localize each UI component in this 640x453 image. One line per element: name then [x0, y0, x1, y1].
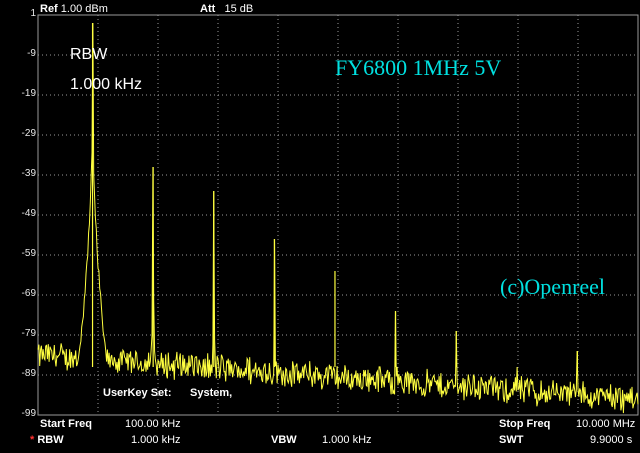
stop-freq-value: 10.000 MHz [576, 418, 636, 430]
userkey-set-value: System, [190, 387, 233, 399]
y-tick-label: -89 [21, 368, 36, 379]
y-tick-label: -59 [21, 248, 36, 259]
start-freq-value: 100.00 kHz [125, 418, 181, 430]
rbw-active-marker: * [30, 434, 35, 446]
ref-level-readout: Ref 1.00 dBm [40, 3, 108, 15]
annotation-title: FY6800 1MHz 5V [335, 55, 502, 80]
y-tick-label: -29 [21, 128, 36, 139]
vbw-value: 1.000 kHz [322, 434, 372, 446]
grid [37, 14, 639, 416]
rbw-overlay-value: 1.000 kHz [70, 76, 143, 93]
y-tick-label: -69 [21, 288, 36, 299]
start-freq-label: Start Freq [40, 418, 92, 430]
y-tick-label: -19 [21, 88, 36, 99]
swt-value: 9.9000 s [590, 434, 633, 446]
rbw-overlay-title: RBW [70, 46, 108, 63]
attenuation-readout: Att 15 dB [200, 3, 254, 15]
spectrum-trace [37, 22, 639, 414]
y-tick-label: -49 [21, 208, 36, 219]
vbw-label: VBW [271, 434, 297, 446]
rbw-footer-value: 1.000 kHz [131, 434, 181, 446]
trace [37, 22, 639, 414]
y-tick-label: -99 [21, 408, 36, 419]
y-tick-label: -9 [27, 48, 36, 59]
y-tick-label: 1 [30, 8, 36, 19]
y-tick-label: -79 [21, 328, 36, 339]
annotation-credit: (c)Openreel [500, 274, 606, 299]
stop-freq-label: Stop Freq [499, 418, 551, 430]
userkey-set-label: UserKey Set: [103, 387, 172, 399]
swt-label: SWT [499, 434, 524, 446]
y-tick-label: -39 [21, 168, 36, 179]
rbw-footer: * RBW [30, 434, 64, 446]
